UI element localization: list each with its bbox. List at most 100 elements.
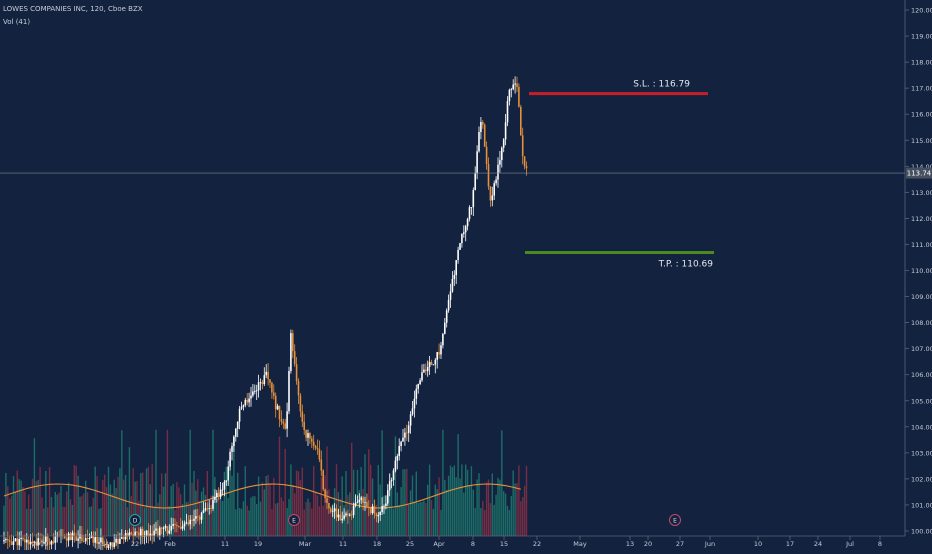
volume-bar xyxy=(415,471,417,536)
price-tick-label: 109.00 xyxy=(911,293,932,301)
candle-body xyxy=(185,522,188,524)
candle-body xyxy=(377,515,380,517)
candle-body xyxy=(37,538,39,546)
volume-bar xyxy=(419,502,421,536)
candle-body xyxy=(301,411,304,422)
candle-body xyxy=(368,507,370,509)
volume-bar xyxy=(354,496,357,536)
event-marker[interactable]: D xyxy=(129,514,141,526)
candle-body xyxy=(358,499,361,503)
candle-body xyxy=(191,519,193,521)
candle-body xyxy=(483,124,486,147)
current-price-badge xyxy=(906,167,932,179)
volume-bar xyxy=(43,508,45,536)
candle-body xyxy=(219,489,222,497)
price-tick-label: 107.00 xyxy=(911,345,932,353)
candle-body xyxy=(164,526,167,528)
candle-body xyxy=(100,537,102,543)
candle-body xyxy=(502,139,505,148)
candle-body xyxy=(293,351,296,365)
candle-body xyxy=(242,405,245,407)
volume-bar xyxy=(463,492,465,536)
candle-body xyxy=(92,535,95,543)
volume-bar xyxy=(501,430,503,536)
volume-bar xyxy=(290,464,292,536)
volume-bar xyxy=(307,498,309,536)
candle-body xyxy=(109,542,112,546)
volume-bar xyxy=(265,475,267,536)
volume-bar xyxy=(368,449,370,536)
volume-bar xyxy=(191,482,193,536)
volume-bar xyxy=(254,496,256,536)
volume-bar xyxy=(102,479,104,536)
volume-bar xyxy=(276,502,279,536)
event-marker-label: D xyxy=(133,518,138,525)
volume-bar xyxy=(162,486,165,536)
price-axis[interactable]: 120.00 119.00 118.00 117.00 116.00 115.00 114.… xyxy=(905,7,932,536)
candle-body xyxy=(174,524,176,526)
candle-body xyxy=(506,101,509,123)
candle-body xyxy=(404,432,406,438)
volume-bar xyxy=(259,501,262,536)
candle-body xyxy=(227,466,229,481)
volume-bar xyxy=(79,496,81,536)
candle-body xyxy=(501,147,503,161)
event-marker[interactable]: E xyxy=(288,514,300,526)
volume-bar xyxy=(86,492,89,536)
volume-bar xyxy=(75,465,77,536)
volume-bar xyxy=(31,478,34,536)
candle-body xyxy=(202,510,205,513)
candle-body xyxy=(417,384,419,389)
price-axis-background xyxy=(905,0,932,550)
price-tick-label: 103.00 xyxy=(911,449,932,457)
volume-bar xyxy=(314,492,317,536)
volume-bar xyxy=(381,430,383,536)
candle-body xyxy=(464,226,467,233)
candle-body xyxy=(84,538,87,542)
volume-bar xyxy=(453,465,455,536)
price-tick-label: 111.00 xyxy=(911,241,932,249)
volume-bar xyxy=(170,486,172,536)
volume-bar xyxy=(402,469,404,536)
candle-body xyxy=(130,532,133,535)
volume-bar xyxy=(520,501,522,536)
candle-body xyxy=(16,538,19,546)
candle-body xyxy=(299,395,302,412)
candle-body xyxy=(322,470,324,490)
volume-bar xyxy=(92,497,94,536)
volume-bar xyxy=(351,442,353,536)
volume-bar xyxy=(225,466,227,536)
time-axis[interactable]: 2019 14 22 Feb 11 19 Mar 11 18 25 Apr 8 15 22 May 13 20 2… xyxy=(32,536,882,548)
volume-bar xyxy=(142,472,144,536)
volume-bar xyxy=(26,508,28,536)
volume-bar xyxy=(128,447,131,536)
candle-body xyxy=(197,516,199,518)
candle-body xyxy=(381,506,383,513)
candle-body xyxy=(67,533,70,541)
candle-body xyxy=(98,542,100,544)
volume-bar xyxy=(180,494,182,536)
event-marker[interactable]: E xyxy=(669,514,681,526)
candle-body xyxy=(349,514,351,516)
candle-body xyxy=(286,411,288,429)
candle-body xyxy=(497,164,499,180)
candle-body xyxy=(314,445,317,448)
volume-bar xyxy=(341,476,343,536)
price-tick-label: 105.00 xyxy=(911,397,932,405)
candle-body xyxy=(459,243,461,250)
candle-body xyxy=(250,395,252,399)
candle-body xyxy=(149,533,152,537)
candle-body xyxy=(276,405,279,410)
volume-bar xyxy=(155,429,157,536)
volume-bar xyxy=(295,470,298,536)
candle-body xyxy=(316,447,319,450)
volume-bar xyxy=(434,484,436,536)
candle-body xyxy=(457,249,459,261)
volume-bar xyxy=(324,475,326,536)
candle-body xyxy=(229,451,231,467)
candle-body xyxy=(14,538,17,542)
price-tick-label: 117.00 xyxy=(911,85,932,93)
candle-body xyxy=(373,506,376,514)
